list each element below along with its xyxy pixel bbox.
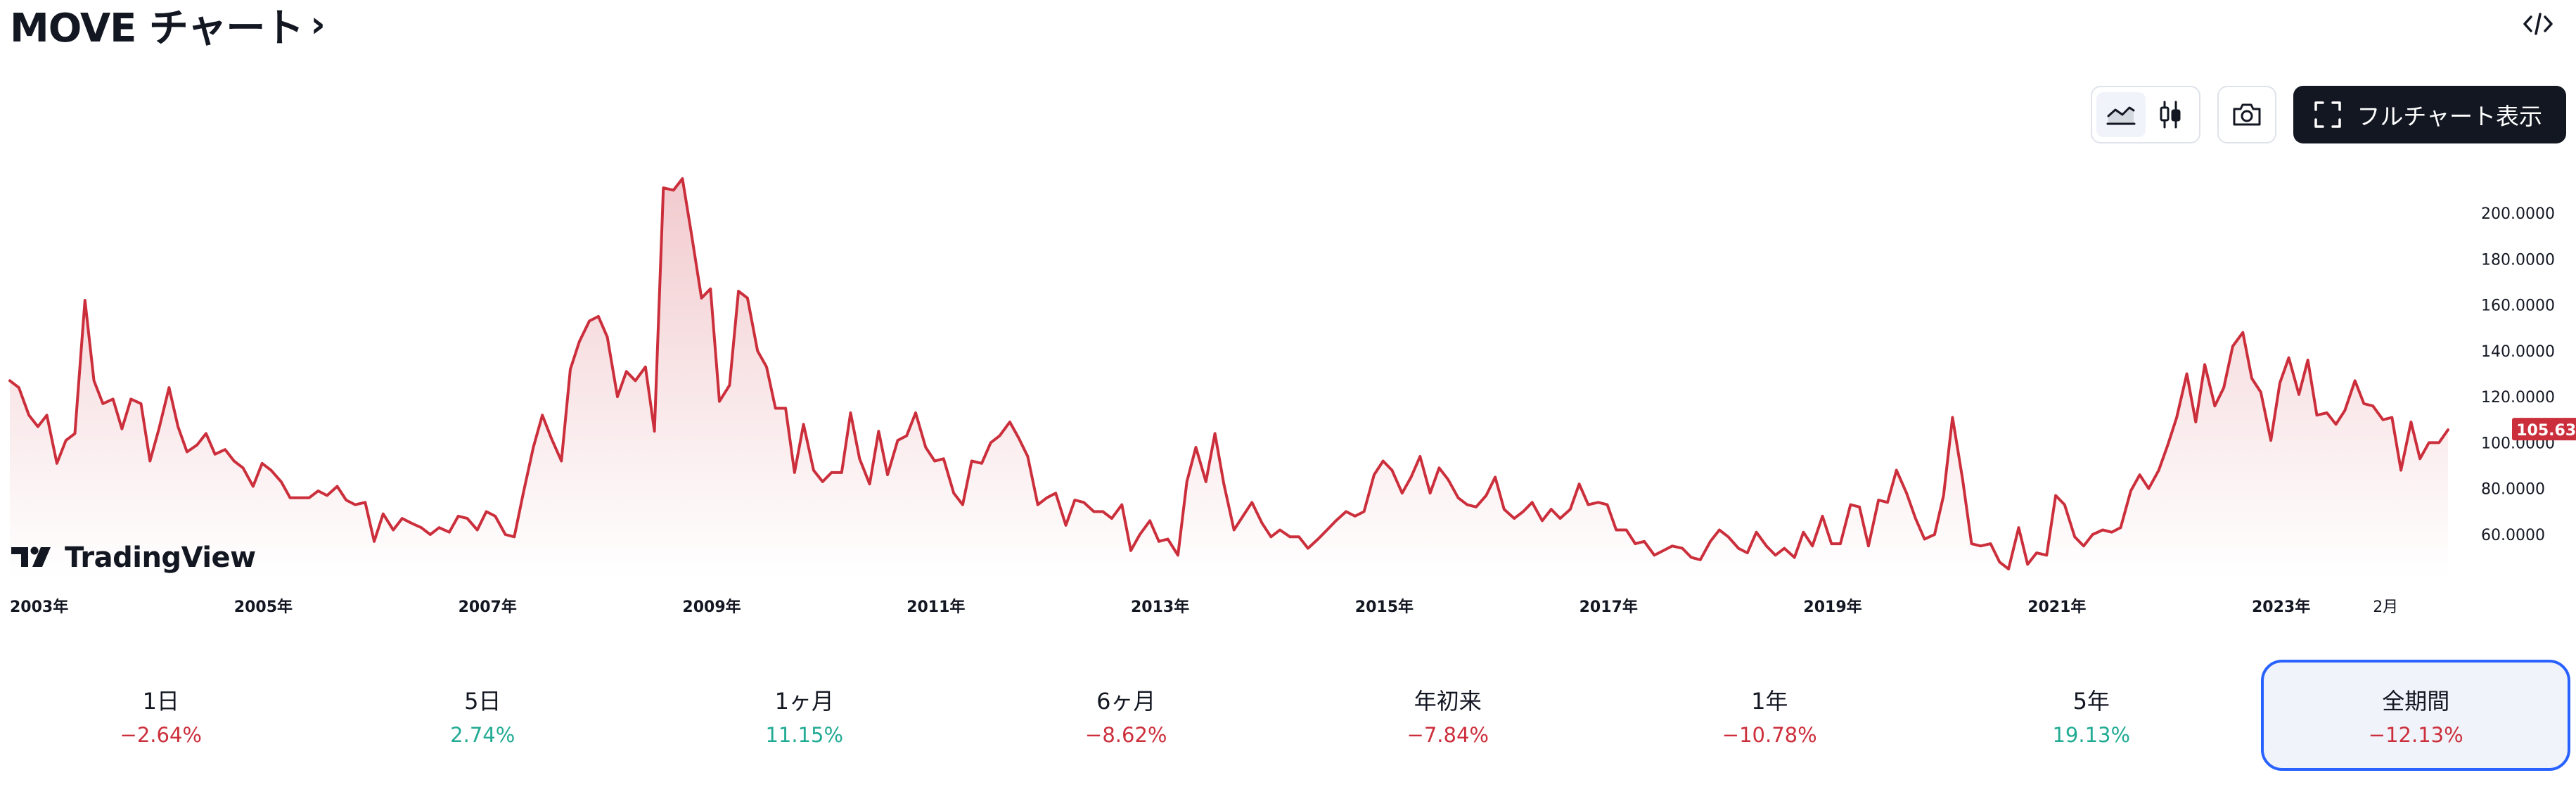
period-change: −2.64% [120, 723, 202, 747]
x-tick-label: 2023年 [2252, 598, 2310, 616]
period-button[interactable]: 1ヶ月 11.15% [650, 660, 959, 771]
period-change: −10.78% [1722, 723, 1817, 747]
x-tick-label: 2017年 [1579, 598, 1638, 616]
full-chart-button[interactable]: フルチャート表示 [2293, 86, 2566, 143]
svg-text:105.6328: 105.6328 [2516, 422, 2576, 440]
period-button[interactable]: 5日 2.74% [328, 660, 637, 771]
price-area-fill [10, 179, 2448, 578]
period-change: −7.84% [1406, 723, 1489, 747]
x-tick-label: 2015年 [1355, 598, 1414, 616]
y-tick-label: 140.0000 [2481, 343, 2555, 361]
tradingview-watermark[interactable]: TradingView [11, 538, 256, 577]
period-change: 19.13% [2052, 723, 2131, 747]
full-chart-label: フルチャート表示 [2357, 103, 2542, 130]
y-tick-label: 180.0000 [2481, 251, 2555, 269]
period-label: 6ヶ月 [1096, 688, 1156, 715]
area-chart-icon [2106, 106, 2136, 125]
chevron-right-icon: › [310, 4, 326, 46]
x-tick-label: 2005年 [234, 598, 293, 616]
embed-code-button[interactable] [2518, 7, 2558, 41]
period-button[interactable]: 全期間 −12.13% [2261, 660, 2571, 771]
y-axis: 60.000080.0000100.0000120.0000140.000016… [2481, 205, 2555, 544]
candlestick-style-button[interactable] [2146, 92, 2195, 137]
period-label: 全期間 [2382, 688, 2450, 715]
chart-style-switcher [2091, 86, 2201, 143]
chart-toolbar: フルチャート表示 [2091, 86, 2566, 143]
period-label: 1年 [1751, 688, 1788, 715]
x-tick-label: 2009年 [682, 598, 741, 616]
x-tick-label: 2013年 [1131, 598, 1189, 616]
watermark-text: TradingView [65, 542, 256, 574]
area-style-button[interactable] [2096, 92, 2146, 137]
x-tick-label: 2011年 [906, 598, 965, 616]
period-label: 1日 [142, 688, 179, 715]
period-button[interactable]: 1年 −10.78% [1615, 660, 1924, 771]
price-chart[interactable]: 60.000080.0000100.0000120.0000140.000016… [0, 0, 2576, 633]
period-label: 5日 [464, 688, 501, 715]
code-icon [2523, 13, 2553, 35]
period-label: 5年 [2072, 688, 2110, 715]
price-line [8, 177, 2449, 570]
y-tick-label: 200.0000 [2481, 205, 2555, 223]
x-tick-label: 2007年 [459, 598, 517, 616]
x-tick-label: 2021年 [2027, 598, 2086, 616]
x-axis: 2003年 2005年 2007年 2009年 2011年 2013年 2015年 2017年… [10, 598, 2398, 616]
y-tick-label: 120.0000 [2481, 389, 2555, 407]
period-performance-bar: 1日 −2.64% 5日 2.74% 1ヶ月 11.15% 6ヶ月 −8.62% 年初来 −7.8… [0, 660, 2576, 778]
y-tick-label: 80.0000 [2481, 481, 2545, 499]
period-label: 1ヶ月 [774, 688, 834, 715]
tradingview-logo-icon [11, 546, 51, 567]
period-button[interactable]: 6ヶ月 −8.62% [971, 660, 1281, 771]
period-button[interactable]: 1日 −2.64% [6, 660, 316, 771]
period-change: 11.15% [765, 723, 844, 747]
last-value-label: 105.6328 [2512, 418, 2576, 441]
period-button[interactable]: 5年 19.13% [1937, 660, 2246, 771]
camera-icon [2233, 103, 2261, 126]
x-tick-label: 2019年 [1803, 598, 1861, 616]
period-button[interactable]: 年初来 −7.84% [1293, 660, 1603, 771]
x-tick-label: 2003年 [10, 598, 68, 616]
period-change: −8.62% [1085, 723, 1167, 747]
page-title: MOVE チャート [10, 5, 304, 51]
fullscreen-icon [2314, 101, 2342, 128]
period-change: 2.74% [450, 723, 515, 747]
y-tick-label: 60.0000 [2481, 527, 2545, 544]
candlestick-icon [2160, 101, 2181, 129]
x-tick-label: 2月 [2373, 599, 2398, 616]
snapshot-button[interactable] [2217, 86, 2277, 143]
period-label: 年初来 [1414, 688, 1482, 715]
chart-title-link[interactable]: MOVE チャート › [10, 0, 326, 51]
period-change: −12.13% [2368, 723, 2463, 747]
y-tick-label: 160.0000 [2481, 297, 2555, 315]
